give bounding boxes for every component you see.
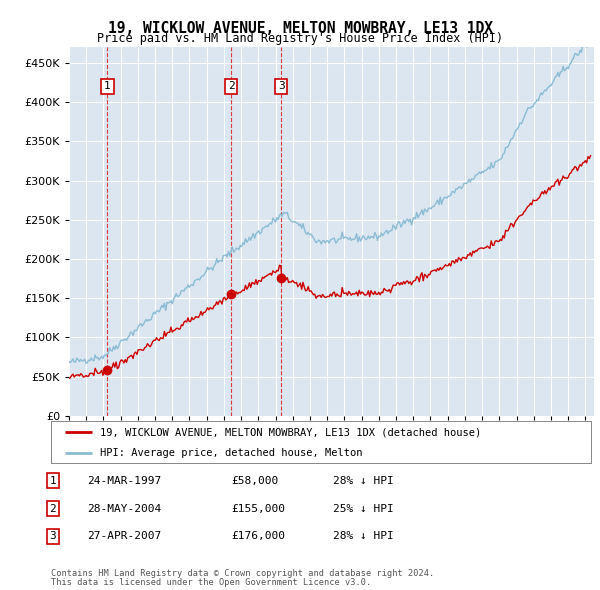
Text: 25% ↓ HPI: 25% ↓ HPI [333,504,394,513]
Text: 19, WICKLOW AVENUE, MELTON MOWBRAY, LE13 1DX: 19, WICKLOW AVENUE, MELTON MOWBRAY, LE13… [107,21,493,35]
Text: 1: 1 [104,81,111,91]
Text: 2: 2 [228,81,235,91]
Text: HPI: Average price, detached house, Melton: HPI: Average price, detached house, Melt… [100,448,362,457]
Text: 19, WICKLOW AVENUE, MELTON MOWBRAY, LE13 1DX (detached house): 19, WICKLOW AVENUE, MELTON MOWBRAY, LE13… [100,427,481,437]
Text: 28-MAY-2004: 28-MAY-2004 [87,504,161,513]
Text: 28% ↓ HPI: 28% ↓ HPI [333,532,394,541]
Text: £58,000: £58,000 [231,476,278,486]
Text: 28% ↓ HPI: 28% ↓ HPI [333,476,394,486]
Text: 2: 2 [49,504,56,513]
Text: Price paid vs. HM Land Registry's House Price Index (HPI): Price paid vs. HM Land Registry's House … [97,32,503,45]
Text: £155,000: £155,000 [231,504,285,513]
Text: Contains HM Land Registry data © Crown copyright and database right 2024.: Contains HM Land Registry data © Crown c… [51,569,434,578]
Text: 24-MAR-1997: 24-MAR-1997 [87,476,161,486]
Text: £176,000: £176,000 [231,532,285,541]
Text: 27-APR-2007: 27-APR-2007 [87,532,161,541]
Text: 3: 3 [49,532,56,541]
Text: 1: 1 [49,476,56,486]
Text: 3: 3 [278,81,284,91]
Text: This data is licensed under the Open Government Licence v3.0.: This data is licensed under the Open Gov… [51,578,371,588]
